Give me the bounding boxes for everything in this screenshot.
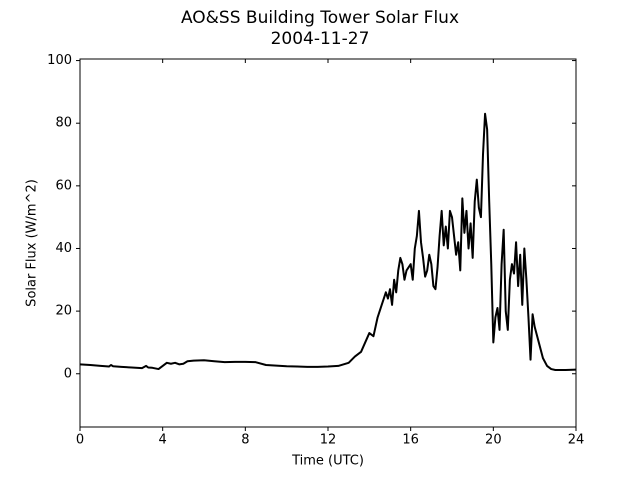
x-axis-label: Time (UTC) [291, 454, 364, 469]
plot-frame [79, 58, 577, 428]
y-tick-label: 20 [55, 304, 72, 319]
x-tick-label: 8 [241, 433, 249, 448]
x-tick-label: 4 [159, 433, 167, 448]
data-line [79, 112, 577, 371]
y-tick-label: 0 [64, 366, 72, 381]
chart-title: AO&SS Building Tower Solar Flux [181, 8, 459, 28]
y-tick-label: 80 [55, 116, 72, 131]
y-axis-label: Solar Flux (W/m^2) [25, 179, 40, 307]
y-tick-label: 60 [55, 178, 72, 193]
x-tick-label: 16 [402, 433, 419, 448]
x-tick-label: 0 [76, 433, 84, 448]
y-tick-label: 40 [55, 241, 72, 256]
y-tick-label: 100 [47, 53, 72, 68]
chart-subtitle: 2004-11-27 [271, 29, 370, 49]
x-tick-label: 20 [485, 433, 502, 448]
x-tick-label: 12 [320, 433, 337, 448]
x-tick-label: 24 [568, 433, 585, 448]
